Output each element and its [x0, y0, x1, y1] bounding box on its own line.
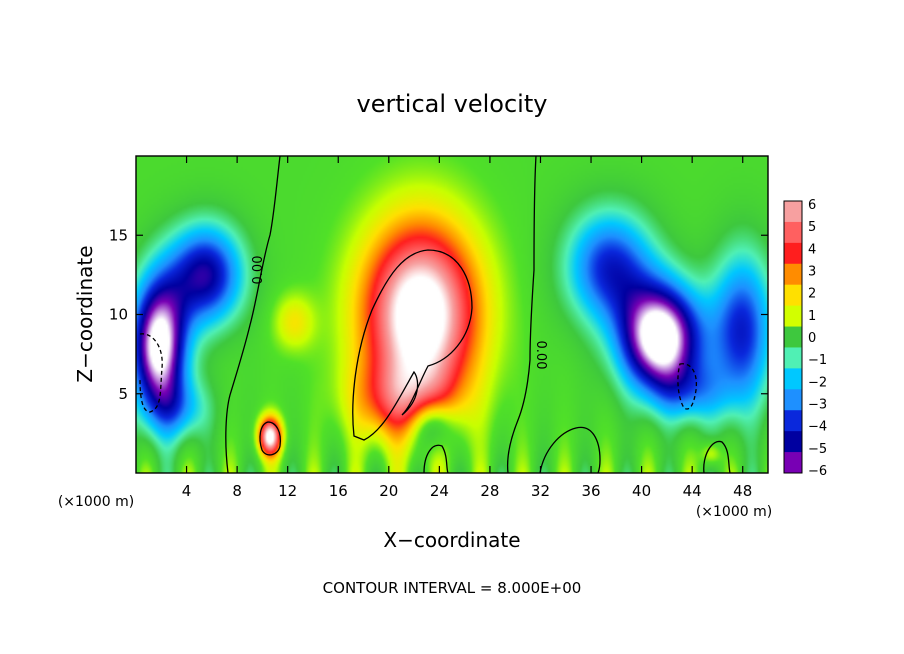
colorbar-label: 4 — [808, 242, 816, 257]
colorbar-label: −6 — [808, 464, 827, 479]
colorbar-label: 6 — [808, 198, 816, 213]
colorbar-swatch — [784, 305, 802, 328]
colorbar-swatch — [784, 242, 802, 265]
x-tick-label: 8 — [232, 482, 242, 500]
secondary-updraft-contour — [259, 421, 282, 456]
colorbar-swatch — [784, 410, 802, 432]
x-tick-label: 12 — [278, 482, 297, 500]
colorbar: 6 5 4 3 2 1 0 −1 −2 −3 −4 −5 −6 — [783, 198, 827, 479]
contour-interval-note: CONTOUR INTERVAL = 8.000E+00 — [323, 579, 582, 597]
colorbar-label: −2 — [808, 375, 827, 390]
y-axis-label: Z−coordinate — [73, 245, 97, 382]
small-contour-bottom2 — [539, 426, 601, 473]
x-tick-label: 28 — [480, 482, 499, 500]
colorbar-label: −4 — [808, 420, 827, 435]
y-tick-label: 15 — [109, 226, 128, 244]
colorbar-label: 3 — [808, 265, 816, 280]
colorbar-label: −1 — [808, 353, 827, 368]
x-unit-right: (×1000 m) — [696, 504, 772, 520]
colorbar-label: 5 — [808, 220, 816, 235]
small-contour-bottom — [703, 440, 731, 473]
colorbar-label: 1 — [808, 309, 816, 324]
x-unit-left: (×1000 m) — [58, 494, 134, 510]
x-axis: 4 8 12 16 20 24 28 32 36 40 44 48 — [182, 156, 752, 500]
plot-area: 0.00 0.00 — [136, 156, 768, 473]
colorbar-swatch — [784, 431, 802, 453]
colorbar-label: 0 — [808, 331, 816, 346]
colorbar-swatch — [784, 326, 802, 348]
colorbar-swatch — [784, 284, 802, 307]
small-contour-bottom3 — [423, 444, 449, 473]
colorbar-swatch — [784, 368, 802, 390]
colorbar-frame — [783, 200, 803, 474]
zero-contour-right — [506, 156, 537, 473]
colorbar-label: −3 — [808, 398, 827, 413]
colorbar-swatch — [784, 201, 802, 223]
colorbar-label: 2 — [808, 287, 816, 302]
x-axis-label: X−coordinate — [383, 528, 520, 552]
colorbar-swatch — [784, 263, 802, 286]
chart-title: vertical velocity — [357, 90, 548, 118]
zero-contour-left — [225, 156, 281, 473]
downdraft-contour-right — [677, 363, 698, 410]
x-tick-label: 4 — [182, 482, 192, 500]
x-tick-label: 32 — [531, 482, 550, 500]
y-axis: 5 10 15 — [109, 226, 768, 403]
x-tick-label: 44 — [683, 482, 702, 500]
contour-label-right: 0.00 — [533, 341, 548, 370]
y-tick-label: 5 — [118, 385, 128, 403]
x-tick-label: 16 — [329, 482, 348, 500]
downdraft-contour-left — [139, 333, 163, 413]
x-tick-label: 24 — [430, 482, 449, 500]
contour-label-left: 0.00 — [251, 256, 266, 285]
colorbar-label: −5 — [808, 442, 827, 457]
contour-lines — [139, 156, 731, 473]
colorbar-swatch — [784, 452, 802, 474]
colorbar-swatch — [784, 347, 802, 369]
x-tick-label: 48 — [733, 482, 752, 500]
y-tick-label: 10 — [109, 306, 128, 324]
colorbar-swatch — [784, 389, 802, 411]
velocity-field — [136, 156, 768, 473]
colorbar-swatch — [784, 221, 802, 244]
x-tick-label: 36 — [581, 482, 600, 500]
updraft-core-contour — [352, 249, 473, 441]
x-tick-label: 20 — [379, 482, 398, 500]
x-tick-label: 40 — [632, 482, 651, 500]
